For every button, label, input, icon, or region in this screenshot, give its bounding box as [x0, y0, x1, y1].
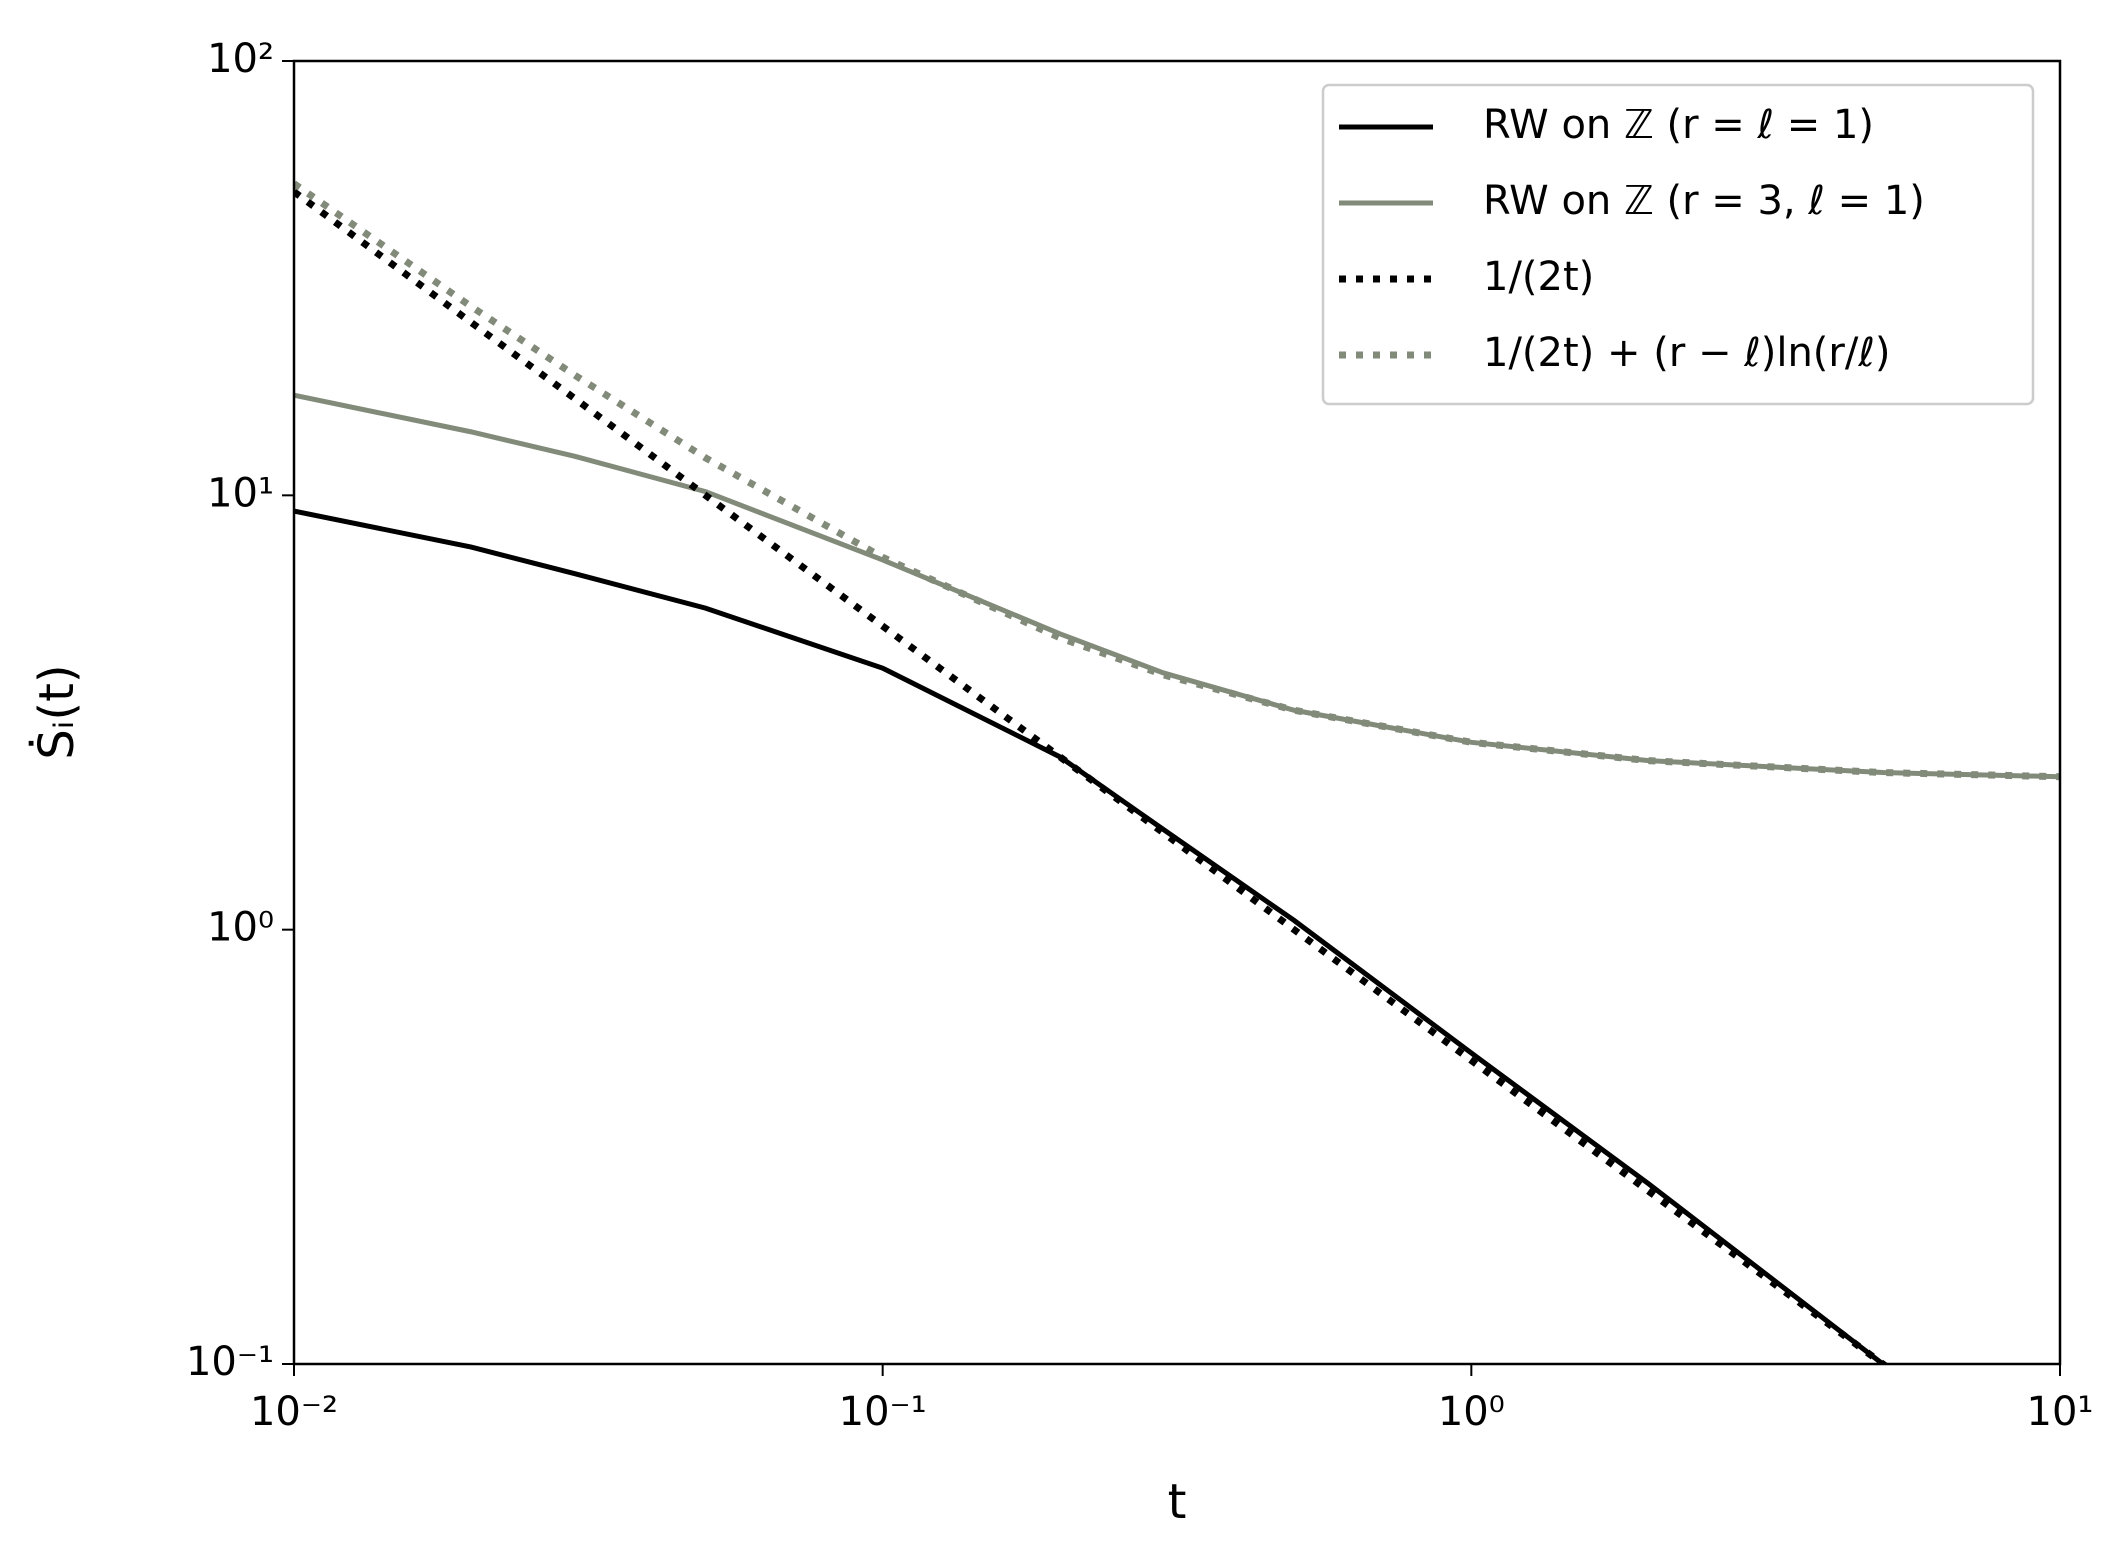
y-axis-label: Ṡᵢ(t)	[29, 664, 85, 759]
series-line	[294, 508, 1888, 1364]
y-tick-label: 10²	[207, 36, 274, 82]
legend-label: 1/(2t)	[1483, 254, 1594, 300]
legend-label: RW on ℤ (r = 3, ℓ = 1)	[1483, 178, 1925, 224]
series-line	[294, 188, 1889, 1364]
x-tick-label: 10⁻²	[250, 1389, 338, 1435]
plot-frame	[292, 59, 2062, 1366]
y-tick-label: 10¹	[207, 470, 274, 516]
legend: RW on ℤ (r = ℓ = 1) RW on ℤ (r = 3, ℓ = 1…	[1321, 83, 2035, 406]
y-tick-label: 10⁰	[207, 905, 274, 951]
y-tick-label: 10⁻¹	[186, 1339, 274, 1385]
series-line	[294, 180, 2060, 781]
x-tick-label: 10⁰	[1438, 1389, 1505, 1435]
plot-area	[294, 180, 2060, 1364]
legend-label: RW on ℤ (r = ℓ = 1)	[1483, 102, 1874, 148]
x-tick-label: 10⁻¹	[839, 1389, 927, 1435]
x-tick-label: 10¹	[2027, 1389, 2094, 1435]
x-axis-label: t	[1168, 1474, 1187, 1530]
legend-label: 1/(2t) + (r − ℓ)ln(r/ℓ)	[1483, 330, 1890, 376]
legend-box	[1321, 83, 2035, 406]
